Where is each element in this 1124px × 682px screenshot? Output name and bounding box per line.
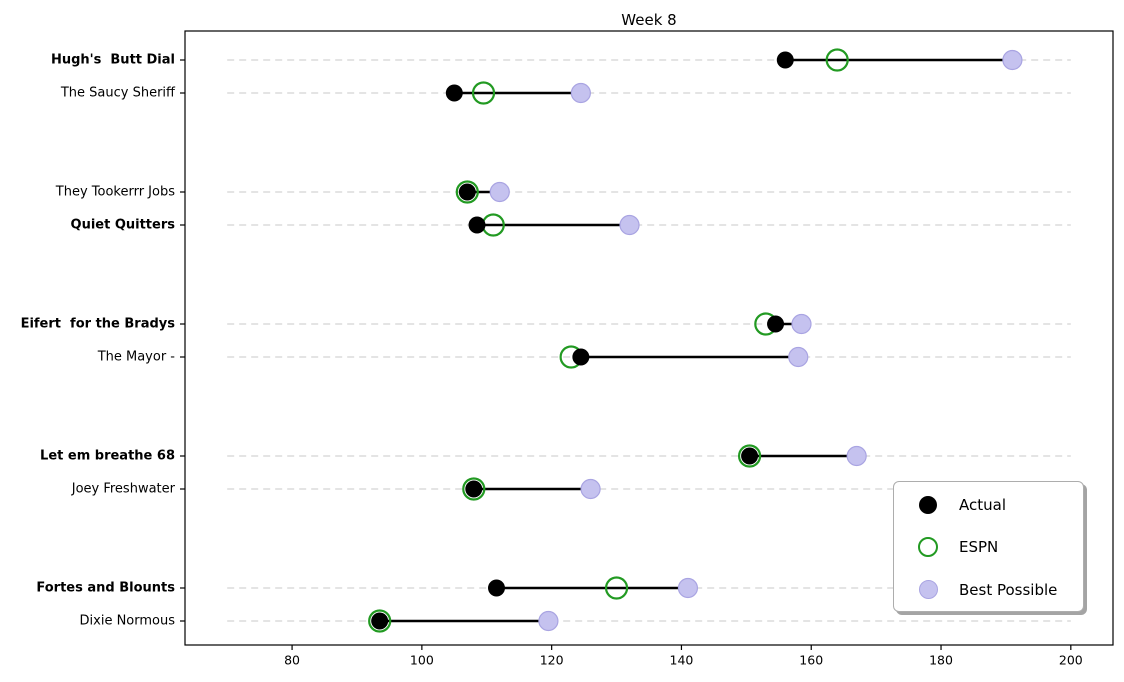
team-label: Joey Freshwater: [71, 482, 176, 497]
espn-marker: [737, 444, 762, 468]
best-possible-marker: [677, 577, 699, 599]
dumbbell-row: [455, 180, 510, 204]
x-tick-label: 140: [670, 653, 694, 668]
dumbbell-row: [737, 444, 867, 468]
actual-marker: [767, 315, 785, 333]
actual-marker: [458, 183, 476, 201]
legend-label-best-possible: Best Possible: [959, 580, 1058, 599]
legend: Actual ESPN Best Possible: [893, 481, 1084, 612]
best-possible-marker: [538, 610, 559, 632]
espn-marker: [462, 477, 486, 501]
x-tick-label: 180: [929, 653, 953, 668]
actual-marker: [487, 579, 505, 597]
actual-marker: [445, 84, 463, 102]
best-possible-marker: [619, 214, 640, 236]
x-tick-label: 80: [284, 653, 300, 668]
espn-open-circle-icon: [917, 536, 939, 558]
best-possible-filled-circle-icon: [917, 579, 939, 601]
best-possible-marker: [791, 313, 812, 335]
dumbbell-row: [754, 312, 812, 336]
legend-item-best-possible: Best Possible: [917, 578, 1073, 601]
best-possible-marker: [570, 82, 591, 104]
team-label: Let em breathe 68: [40, 449, 175, 464]
actual-marker: [465, 480, 483, 498]
x-tick-label: 120: [540, 653, 564, 668]
actual-filled-circle-icon: [917, 494, 939, 516]
dumbbell-row: [776, 48, 1023, 72]
team-label: Fortes and Blounts: [36, 581, 175, 596]
chart-title: Week 8: [621, 11, 677, 29]
espn-marker: [604, 576, 629, 600]
espn-marker: [455, 180, 479, 204]
x-tick-label: 200: [1059, 653, 1083, 668]
legend-item-espn: ESPN: [917, 536, 1073, 559]
team-label: Eifert for the Bradys: [21, 317, 176, 332]
team-label: The Saucy Sheriff: [60, 86, 176, 101]
best-possible-marker: [1002, 49, 1023, 71]
x-tick-label: 160: [799, 653, 823, 668]
best-possible-marker: [846, 445, 867, 467]
team-label: They Tookerrr Jobs: [55, 185, 175, 200]
team-label: The Mayor -: [97, 350, 176, 365]
dumbbell-row: [559, 345, 809, 369]
dumbbell-row: [462, 477, 601, 501]
actual-marker: [468, 216, 486, 234]
team-label: Quiet Quitters: [71, 218, 176, 233]
dumbbell-row: [487, 576, 699, 600]
legend-label-espn: ESPN: [959, 538, 999, 556]
team-label: Dixie Normous: [80, 614, 176, 629]
dumbbell-row: [468, 213, 640, 237]
actual-marker: [371, 612, 389, 630]
team-label: Hugh's Butt Dial: [51, 53, 175, 68]
x-tick-label: 100: [410, 653, 434, 668]
best-possible-marker: [788, 346, 809, 368]
actual-marker: [741, 447, 759, 465]
best-possible-marker: [489, 181, 510, 203]
actual-marker: [776, 51, 794, 69]
dumbbell-row: [368, 609, 559, 633]
espn-marker: [471, 81, 496, 105]
legend-item-actual: Actual: [917, 493, 1073, 516]
actual-marker: [572, 348, 590, 366]
espn-marker: [825, 48, 849, 72]
legend-label-actual: Actual: [959, 495, 1006, 514]
dumbbell-row: [445, 81, 591, 105]
best-possible-marker: [580, 478, 601, 500]
espn-marker: [368, 609, 392, 633]
